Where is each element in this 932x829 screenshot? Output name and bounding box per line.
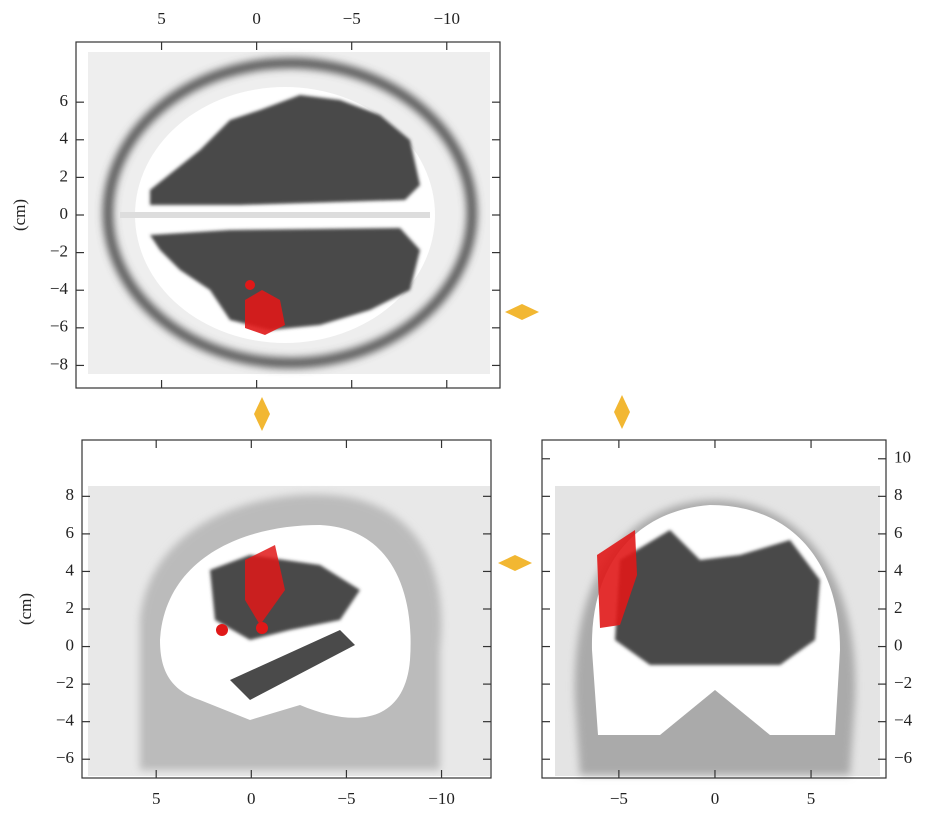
y-tick-label: −2 xyxy=(50,242,68,261)
y-tick-label: −2 xyxy=(56,673,74,692)
x-tick-label: −5 xyxy=(343,9,361,28)
x-tick-label: −5 xyxy=(610,789,628,808)
x-tick-label: 0 xyxy=(247,789,256,808)
y-tick-label: 8 xyxy=(894,485,903,504)
x-tick-label: 0 xyxy=(711,789,720,808)
coronal-image xyxy=(555,486,880,776)
y-tick-label: 8 xyxy=(66,485,75,504)
x-tick-label: 5 xyxy=(157,9,166,28)
y-tick-label: 6 xyxy=(60,91,69,110)
y-tick-label: −4 xyxy=(56,711,75,730)
y-axis-label: (cm) xyxy=(10,199,29,231)
y-tick-label: −2 xyxy=(894,673,912,692)
x-tick-label: 5 xyxy=(807,789,816,808)
y-tick-label: 0 xyxy=(66,635,75,654)
y-tick-label: 0 xyxy=(60,204,69,223)
y-tick-label: −6 xyxy=(50,317,68,336)
y-axis-label: (cm) xyxy=(16,593,35,625)
y-tick-label: 10 xyxy=(894,448,911,467)
axial-image xyxy=(88,52,490,374)
y-tick-label: 4 xyxy=(66,560,75,579)
y-tick-label: −4 xyxy=(894,711,913,730)
y-tick-label: 2 xyxy=(894,598,903,617)
y-tick-label: 4 xyxy=(60,129,69,148)
y-tick-label: −6 xyxy=(894,748,912,767)
sagittal-image xyxy=(88,486,490,776)
x-tick-label: −10 xyxy=(428,789,455,808)
x-tick-label: 0 xyxy=(252,9,261,28)
x-tick-label: −5 xyxy=(337,789,355,808)
position-markers xyxy=(254,304,630,571)
x-tick-label: −10 xyxy=(433,9,460,28)
y-tick-label: 2 xyxy=(60,166,69,185)
x-tick-label: 5 xyxy=(152,789,161,808)
y-tick-label: 6 xyxy=(894,523,903,542)
y-tick-label: 6 xyxy=(66,523,75,542)
y-tick-label: −6 xyxy=(56,748,74,767)
y-tick-label: 4 xyxy=(894,560,903,579)
y-tick-label: 2 xyxy=(66,598,75,617)
y-tick-label: −8 xyxy=(50,354,68,373)
y-tick-label: 0 xyxy=(894,635,903,654)
y-tick-label: −4 xyxy=(50,279,69,298)
